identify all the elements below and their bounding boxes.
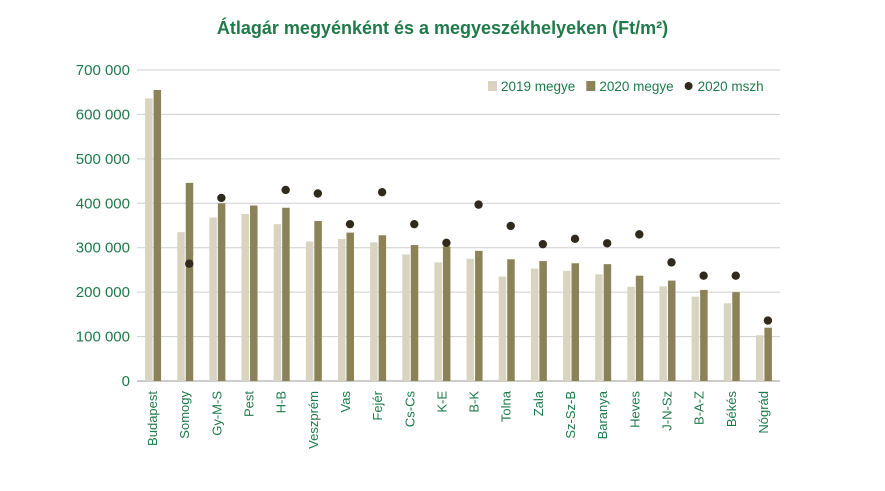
bar [250,205,258,381]
x-tick-label: Gy-M-S [209,391,224,436]
data-point [281,185,290,195]
bar [145,98,153,381]
bar [627,286,635,381]
bar [507,259,515,381]
data-point [345,219,355,229]
data-point [185,259,194,268]
x-tick-label: Cs-Cs [402,391,417,428]
bar [346,232,354,381]
y-tick-label: 400 000 [76,195,130,212]
y-tick-label: 600 000 [76,106,130,123]
bar [539,261,547,381]
data-point [313,189,323,198]
bar [732,292,740,381]
x-tick-label: Pest [242,391,257,417]
x-tick-label: Békés [724,391,739,428]
bar [153,89,162,381]
x-tick-label: Nógrád [756,391,771,434]
data-point [538,239,548,249]
chart-title: Átlagár megyénként és a megyeszékhelyeke… [216,18,669,38]
bar [177,232,185,381]
legend-label: 2020 megye [599,79,673,94]
bar [305,241,314,381]
bar [273,224,282,381]
bar [571,263,580,381]
x-tick-label: Baranya [595,390,610,439]
data-point [377,187,387,197]
x-tick-label: H-B [274,391,289,413]
data-point [570,234,580,244]
data-point [635,230,644,239]
bar [595,274,603,381]
y-tick-label: 200 000 [76,284,130,301]
data-point [699,271,708,280]
x-tick-label: J-N-Sz [659,391,674,431]
bar [667,280,676,381]
bar [209,217,217,381]
bar [370,242,378,381]
x-tick-label: Tolna [499,390,514,422]
bar [755,335,764,381]
bar [466,258,475,381]
x-tick-label: B-K [467,391,482,413]
y-tick-label: 500 000 [76,151,130,168]
x-tick-label: Somogy [177,391,192,439]
data-point [602,239,612,248]
bar [691,296,700,381]
x-tick-label: Zala [531,390,546,416]
legend-marker [586,81,596,91]
bar [659,286,667,381]
bar [603,264,612,381]
bar [282,207,290,381]
data-point [763,316,773,325]
bar [217,203,226,381]
data-point [442,238,451,248]
y-tick-label: 100 000 [76,329,130,346]
bar [723,303,732,381]
data-point [731,271,740,280]
bar [241,213,250,381]
legend-label: 2019 megye [501,79,575,94]
data-point [506,221,515,231]
bar [185,182,194,381]
bar [635,275,644,381]
legend-marker [488,81,497,91]
legend-marker [684,82,693,90]
bar [498,276,507,381]
bar [700,289,708,381]
legend-label: 2020 mszh [698,79,764,94]
y-tick-label: 300 000 [76,240,130,257]
y-tick-label: 0 [122,373,130,390]
x-tick-label: Fejér [370,390,385,420]
data-point [410,219,419,229]
data-point [667,258,676,267]
x-tick-label: B-A-Z [692,391,707,425]
x-tick-label: Sz-Sz-B [563,391,578,439]
bar [563,270,571,381]
x-tick-label: Budapest [145,391,160,446]
bar [434,262,442,381]
bar [764,327,772,381]
bar [475,250,483,381]
x-tick-label: K-E [434,391,449,413]
bar [410,245,419,381]
x-tick-label: Heves [627,391,642,428]
bar [314,221,322,381]
x-tick-label: Veszprém [306,391,321,449]
bar [337,238,346,381]
bar [378,235,387,381]
data-point [217,193,226,203]
bar [530,268,539,381]
x-tick-label: Vas [338,391,353,413]
bar [442,246,451,381]
bar [402,254,410,381]
y-tick-label: 700 000 [76,62,130,79]
data-point [474,200,483,209]
